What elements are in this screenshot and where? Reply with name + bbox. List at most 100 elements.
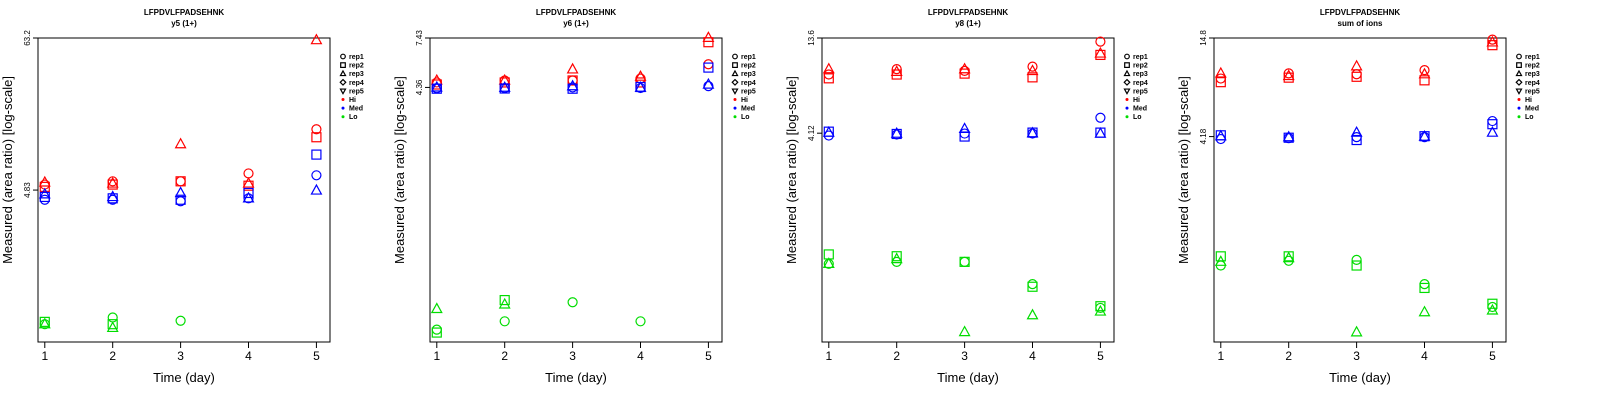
legend-label-Med: Med: [1525, 106, 1539, 113]
data-point: [106, 190, 119, 202]
data-point: [175, 315, 186, 326]
data-point: [1094, 126, 1107, 138]
data-point: [1419, 65, 1430, 76]
data-point: [822, 125, 835, 137]
data-point: [1350, 59, 1363, 71]
legend-dot-Med: [733, 106, 737, 110]
data-point: [1486, 303, 1499, 315]
data-point: [39, 194, 50, 205]
legend-label-rep2: rep2: [1525, 63, 1540, 70]
legend-symbol-rep1: [1516, 53, 1522, 60]
y-axis-title: Measured (area ratio) [log-scale]: [392, 76, 407, 264]
data-point: [823, 73, 834, 84]
data-point: [243, 187, 254, 199]
data-point: [703, 62, 714, 73]
data-point: [959, 256, 970, 267]
legend-symbol-rep1: [1124, 53, 1130, 60]
x-tick-label: 3: [177, 349, 184, 363]
data-point: [1351, 260, 1362, 271]
data-point: [1351, 69, 1362, 80]
plot-frame: [429, 37, 723, 343]
y-tick-label: 4.83: [23, 182, 32, 198]
legend-symbol-rep4: [731, 78, 739, 86]
legend-label-rep4: rep4: [349, 80, 364, 87]
data-point: [174, 137, 187, 149]
data-point: [106, 321, 119, 333]
data-points: [1214, 34, 1499, 337]
x-tick-label: 1: [41, 349, 48, 363]
plot-frame: [821, 37, 1115, 343]
x-tick-label: 2: [1285, 349, 1292, 363]
legend-label-Hi: Hi: [1525, 97, 1532, 104]
legend-dot-Lo: [1517, 115, 1521, 119]
data-point: [1351, 254, 1362, 265]
y-axis: 4.18 14.8: [1199, 30, 1214, 144]
data-point: [891, 128, 902, 140]
data-point: [1351, 134, 1362, 146]
legend-symbol-rep5: [339, 88, 347, 95]
data-point: [958, 325, 971, 337]
data-point: [1283, 132, 1294, 143]
chart-panel-4: LFPDVLFPADSEHNK sum of ions 1 2 3 4 5 Time (day…: [1176, 8, 1540, 385]
legend-label-rep2: rep2: [741, 63, 756, 70]
data-point: [106, 176, 119, 188]
x-tick-label: 2: [501, 349, 508, 363]
data-point: [1487, 298, 1498, 309]
data-point: [498, 297, 511, 309]
data-point: [890, 252, 903, 264]
legend-label-rep2: rep2: [349, 63, 364, 70]
x-tick-label: 5: [1489, 349, 1496, 363]
x-tick-label: 1: [433, 349, 440, 363]
data-point: [1487, 119, 1498, 130]
x-tick-label: 3: [961, 349, 968, 363]
legend-label-rep1: rep1: [349, 54, 364, 61]
data-point: [1095, 127, 1106, 138]
data-point: [634, 69, 647, 81]
data-point: [1095, 49, 1106, 61]
legend-symbol-rep3: [731, 69, 739, 77]
data-point: [1350, 125, 1363, 137]
legend-symbol-rep4: [1123, 78, 1131, 86]
data-point: [107, 193, 118, 204]
data-point: [958, 122, 971, 134]
data-point: [1095, 36, 1106, 47]
x-axis-title: Time (day): [937, 370, 999, 385]
data-point: [1282, 130, 1295, 142]
legend-dot-Med: [1517, 106, 1521, 110]
data-point: [430, 80, 443, 92]
legend-label-Hi: Hi: [349, 97, 356, 104]
legend-label-rep3: rep3: [741, 71, 756, 78]
y-axis: 4.12 13.6: [807, 30, 822, 141]
data-point: [890, 126, 903, 138]
legend-label-rep3: rep3: [1133, 71, 1148, 78]
data-point: [431, 327, 442, 338]
x-tick-label: 4: [637, 349, 644, 363]
legend-label-Lo: Lo: [1525, 114, 1534, 121]
data-point: [39, 181, 50, 192]
data-point: [107, 319, 118, 330]
legend-symbol-rep1: [732, 53, 738, 60]
y-tick-label: 13.6: [807, 30, 816, 46]
x-tick-label: 4: [1029, 349, 1036, 363]
x-tick-label: 5: [705, 349, 712, 363]
data-points: [38, 33, 323, 333]
chart-subtitle: sum of ions: [1338, 19, 1383, 28]
data-point: [175, 176, 186, 187]
data-point: [310, 33, 323, 45]
legend-dot-Hi: [1517, 98, 1521, 101]
chart-subtitle: y8 (1+): [955, 19, 981, 28]
data-point: [567, 75, 578, 86]
legend-dot-Hi: [1125, 98, 1129, 101]
legend-symbol-rep4: [1515, 78, 1523, 86]
legend-symbol-rep2: [732, 62, 738, 68]
x-tick-label: 5: [1097, 349, 1104, 363]
legend-symbol-rep3: [1123, 69, 1131, 77]
data-point: [634, 80, 647, 92]
data-point: [703, 59, 714, 70]
data-point: [175, 176, 186, 187]
data-point: [498, 80, 511, 92]
data-point: [1487, 34, 1498, 45]
data-point: [1095, 112, 1106, 123]
